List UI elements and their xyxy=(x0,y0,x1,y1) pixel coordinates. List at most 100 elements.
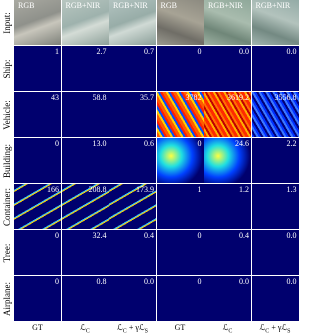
input-image: RGB+NIR xyxy=(204,0,251,45)
input-label: RGB+NIR xyxy=(255,1,291,10)
count-label: 0 xyxy=(55,277,59,286)
density-map: 0.0 xyxy=(204,276,251,321)
count-label: 0 xyxy=(197,231,202,240)
row-label-text: Container: xyxy=(2,187,12,226)
count-label: 0.7 xyxy=(144,47,154,56)
column-label: ℒC + γℒS xyxy=(252,323,299,335)
row-label: Ship: xyxy=(0,46,14,91)
row-label: Tree: xyxy=(0,230,14,275)
count-label: 0 xyxy=(197,47,202,56)
column-label-subscript: S xyxy=(144,328,148,335)
density-map: 3782 xyxy=(156,92,204,137)
count-label: 1.3 xyxy=(286,185,297,194)
density-map: 2.7 xyxy=(61,46,109,91)
count-label: 2.2 xyxy=(286,139,297,148)
input-label: RGB xyxy=(18,1,35,10)
column-label: ℒC xyxy=(62,323,109,335)
row-label-text: Input: xyxy=(2,11,12,34)
column-label-text: GT xyxy=(174,323,186,332)
column-label-text: ℒ xyxy=(117,323,123,332)
count-label: 0.0 xyxy=(286,231,297,240)
density-map: 173.9 xyxy=(109,184,156,229)
input-label: RGB xyxy=(160,1,177,10)
input-label: RGB+NIR xyxy=(208,1,243,10)
density-map: 208.8 xyxy=(61,184,109,229)
count-label: 13.0 xyxy=(92,139,107,148)
figure: Input: RGB RGB+NIR RGB+NIR RGB RGB+NIR RGB+NIR… xyxy=(0,0,299,335)
column-label: GT xyxy=(14,323,61,332)
count-label: 0 xyxy=(197,277,202,286)
count-label: 166 xyxy=(47,185,59,194)
count-label: 0.8 xyxy=(96,277,107,286)
density-map: 1.2 xyxy=(204,184,251,229)
density-map: 0 xyxy=(14,230,61,275)
count-label: 3619.2 xyxy=(227,93,249,102)
count-label: 0.4 xyxy=(144,231,154,240)
column-label-text: ℒ xyxy=(222,323,229,332)
density-map: 0 xyxy=(14,138,61,183)
density-map: 0.0 xyxy=(204,46,251,91)
column-label-text: ℒ xyxy=(259,323,266,332)
density-map: 0.4 xyxy=(109,230,156,275)
count-label: 0 xyxy=(197,139,202,148)
density-map: 0.0 xyxy=(251,230,299,275)
density-map: 24.6 xyxy=(204,138,251,183)
column-label: ℒC + γℒS xyxy=(109,323,156,335)
density-map: 3556.8 xyxy=(251,92,299,137)
density-map: 1 xyxy=(14,46,61,91)
column-label: ℒC xyxy=(204,323,251,335)
row-label: Vehicle: xyxy=(0,92,14,137)
input-label: RGB+NIR xyxy=(113,1,148,10)
count-label: 2.7 xyxy=(96,47,107,56)
row-label: Input: xyxy=(0,0,14,45)
density-map: 0.7 xyxy=(109,46,156,91)
density-map: 166 xyxy=(14,184,61,229)
count-label: 0.0 xyxy=(239,47,249,56)
column-label-text: + γℒ xyxy=(269,323,288,332)
column-label-subscript: S xyxy=(287,328,291,335)
row-label-text: Vehicle: xyxy=(2,99,12,130)
input-image: RGB+NIR xyxy=(109,0,156,45)
count-label: 208.8 xyxy=(88,185,107,194)
count-label: 43 xyxy=(51,93,59,102)
density-map: 32.4 xyxy=(61,230,109,275)
count-label: 0.0 xyxy=(286,277,297,286)
density-map: 0 xyxy=(14,276,61,321)
column-label-text: GT xyxy=(32,323,43,332)
density-map: 2.2 xyxy=(251,138,299,183)
density-map: 0.0 xyxy=(251,46,299,91)
row-label-text: Building: xyxy=(2,143,12,178)
column-label: GT xyxy=(157,323,204,332)
column-label-text: + γℒ xyxy=(126,323,145,332)
count-label: 1 xyxy=(197,185,202,194)
density-map: 0 xyxy=(156,138,204,183)
input-image: RGB+NIR xyxy=(61,0,109,45)
count-label: 0.4 xyxy=(239,231,249,240)
count-label: 0.0 xyxy=(144,277,154,286)
row-label-text: Ship: xyxy=(2,58,12,79)
density-map: 0.6 xyxy=(109,138,156,183)
count-label: 32.4 xyxy=(92,231,107,240)
input-image: RGB xyxy=(14,0,61,45)
density-map: 0 xyxy=(156,276,204,321)
density-map: 1.3 xyxy=(251,184,299,229)
row-label-text: Tree: xyxy=(2,243,12,262)
count-label: 0.0 xyxy=(239,277,249,286)
density-map: 0.0 xyxy=(109,276,156,321)
density-map: 0 xyxy=(156,46,204,91)
count-label: 3782 xyxy=(185,93,202,102)
count-label: 1.2 xyxy=(239,185,249,194)
density-map: 0.0 xyxy=(251,276,299,321)
density-map: 0.4 xyxy=(204,230,251,275)
count-label: 0.0 xyxy=(286,47,297,56)
count-label: 173.9 xyxy=(136,185,154,194)
column-label-subscript: C xyxy=(228,328,233,335)
density-map: 0.8 xyxy=(61,276,109,321)
count-label: 24.6 xyxy=(235,139,249,148)
column-label-text: ℒ xyxy=(80,323,86,332)
density-map: 58.8 xyxy=(61,92,109,137)
density-map: 43 xyxy=(14,92,61,137)
input-label: RGB+NIR xyxy=(65,1,101,10)
input-image: RGB xyxy=(156,0,204,45)
input-image: RGB+NIR xyxy=(251,0,299,45)
